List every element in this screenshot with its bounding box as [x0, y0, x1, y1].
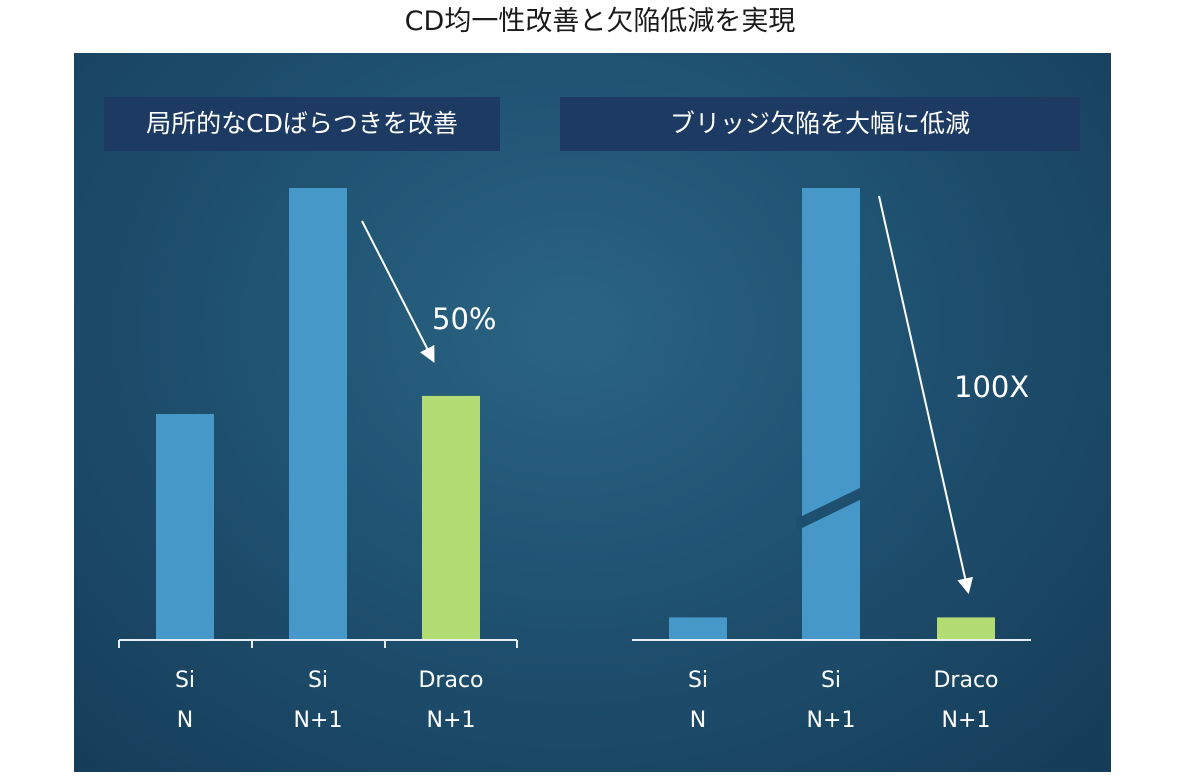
category-label-left-1-line2: N+1: [294, 708, 343, 733]
category-label-left-0-line1: Si: [175, 668, 195, 693]
category-label-left-2-line1: Draco: [418, 668, 483, 693]
axis-break-mark: [796, 485, 866, 531]
category-label-left-1-line1: Si: [308, 668, 328, 693]
bar-right-1: [802, 188, 860, 640]
category-label-right-2-line2: N+1: [942, 708, 991, 733]
reduction-arrow-left: [361, 220, 435, 363]
bar-right-2: [937, 617, 995, 640]
bar-left-2: [422, 395, 480, 640]
category-label-right-0-line2: N: [690, 708, 706, 733]
reduction-arrow-right: [878, 195, 973, 595]
reduction-label-right: 100X: [954, 370, 1029, 404]
category-label-left-2-line2: N+1: [427, 708, 476, 733]
bar-right-0: [669, 617, 727, 640]
category-label-right-0-line1: Si: [688, 668, 708, 693]
bar-left-0: [156, 414, 214, 640]
category-label-left-0-line2: N: [177, 708, 193, 733]
category-label-right-1-line1: Si: [821, 668, 841, 693]
left-chart-title: 局所的なCDばらつきを改善: [104, 97, 500, 151]
category-label-right-1-line2: N+1: [807, 708, 856, 733]
bar-left-1: [289, 188, 347, 640]
chart-panel: 局所的なCDばらつきを改善 ブリッジ欠陥を大幅に低減 Si N Si N+1 Draco…: [74, 53, 1111, 772]
main-title: CD均一性改善と欠陥低減を実現: [404, 6, 796, 37]
reduction-label-left: 50%: [432, 302, 496, 336]
right-chart-title: ブリッジ欠陥を大幅に低減: [560, 97, 1080, 151]
bar-charts-svg: Si N Si N+1 Draco N+1 50% Si N Si N+1 Draco N+1 100X: [118, 188, 1031, 733]
category-label-right-2-line1: Draco: [933, 668, 998, 693]
